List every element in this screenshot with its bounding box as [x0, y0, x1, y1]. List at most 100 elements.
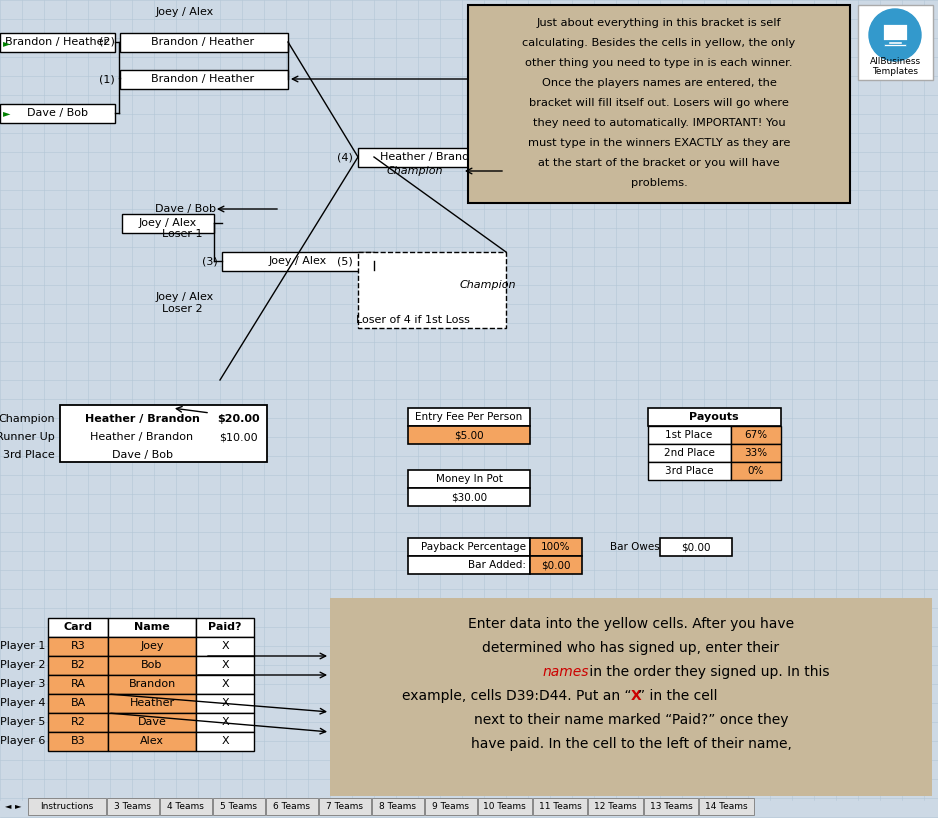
Text: $0.00: $0.00	[541, 560, 570, 570]
Text: in the order they signed up. In this: in the order they signed up. In this	[585, 665, 829, 679]
Text: names: names	[543, 665, 589, 679]
Bar	[408, 426, 530, 444]
Text: next to their name marked “Paid?” once they: next to their name marked “Paid?” once t…	[474, 713, 788, 727]
Bar	[319, 798, 371, 815]
Text: Bar Owes: Bar Owes	[611, 542, 660, 552]
Text: Bob: Bob	[142, 660, 162, 670]
Text: Player 2: Player 2	[0, 660, 45, 670]
Text: 12 Teams: 12 Teams	[595, 802, 637, 811]
Bar	[858, 5, 933, 80]
Text: 1st Place: 1st Place	[665, 430, 713, 440]
Bar	[48, 732, 108, 751]
Bar	[159, 798, 212, 815]
Text: Dave / Bob: Dave / Bob	[155, 204, 216, 214]
Bar	[648, 444, 731, 462]
Text: Heather / Brandon: Heather / Brandon	[381, 152, 484, 162]
Text: R3: R3	[70, 641, 85, 651]
Bar	[122, 214, 214, 233]
Text: ►: ►	[3, 108, 10, 118]
Bar	[48, 618, 108, 637]
Bar	[0, 104, 115, 123]
Bar	[108, 618, 196, 637]
Bar	[648, 462, 731, 480]
Bar	[884, 44, 906, 46]
Bar	[408, 538, 530, 556]
Text: Joey / Alex: Joey / Alex	[156, 7, 214, 17]
Bar	[468, 5, 850, 203]
Bar	[108, 713, 196, 732]
Text: 6 Teams: 6 Teams	[273, 802, 310, 811]
Text: B3: B3	[70, 736, 85, 746]
Text: Money In Pot: Money In Pot	[435, 474, 503, 484]
Text: Payouts: Payouts	[689, 412, 739, 422]
Text: Champion: Champion	[386, 166, 444, 176]
Bar	[533, 798, 587, 815]
Text: Name: Name	[134, 622, 170, 632]
Bar	[425, 798, 477, 815]
Bar	[648, 426, 731, 444]
Bar	[588, 798, 643, 815]
Text: $20.00: $20.00	[217, 414, 259, 424]
Bar	[358, 148, 506, 167]
Text: Payback Percentage: Payback Percentage	[421, 542, 526, 552]
Text: X: X	[221, 717, 229, 727]
Text: ►: ►	[15, 802, 22, 811]
Text: 5 Teams: 5 Teams	[220, 802, 257, 811]
Text: calculating. Besides the cells in yellow, the only: calculating. Besides the cells in yellow…	[522, 38, 795, 48]
Text: Templates: Templates	[872, 68, 918, 77]
Text: 4 Teams: 4 Teams	[167, 802, 204, 811]
Bar	[660, 538, 732, 556]
Text: must type in the winners EXACTLY as they are: must type in the winners EXACTLY as they…	[528, 138, 790, 148]
Text: 2nd Place: 2nd Place	[663, 448, 715, 458]
Text: Heather / Brandon: Heather / Brandon	[84, 414, 200, 424]
Text: Joey: Joey	[141, 641, 164, 651]
Text: they need to automatically. IMPORTANT! You: they need to automatically. IMPORTANT! Y…	[533, 118, 785, 128]
Text: Dave: Dave	[138, 717, 166, 727]
Bar	[108, 694, 196, 713]
Text: 11 Teams: 11 Teams	[538, 802, 582, 811]
Bar	[196, 618, 254, 637]
Text: Champion: Champion	[0, 414, 55, 424]
Text: BA: BA	[70, 698, 85, 708]
Text: Alex: Alex	[140, 736, 164, 746]
Bar	[731, 462, 781, 480]
Bar	[48, 656, 108, 675]
Text: (1): (1)	[99, 74, 115, 84]
Text: bracket will fill itself out. Losers will go where: bracket will fill itself out. Losers wil…	[529, 98, 789, 108]
Text: Brandon / Heather: Brandon / Heather	[6, 37, 109, 47]
Text: B2: B2	[70, 660, 85, 670]
Text: Joey / Alex: Joey / Alex	[269, 256, 327, 266]
Text: Instructions: Instructions	[40, 802, 94, 811]
Text: Loser 2: Loser 2	[161, 304, 203, 314]
Bar	[731, 444, 781, 462]
Text: determined who has signed up, enter their: determined who has signed up, enter thei…	[482, 641, 779, 655]
Text: 9 Teams: 9 Teams	[432, 802, 469, 811]
Text: Player 5: Player 5	[0, 717, 45, 727]
Text: Brandon / Heather: Brandon / Heather	[151, 74, 254, 84]
Text: Heather: Heather	[129, 698, 174, 708]
Text: 14 Teams: 14 Teams	[705, 802, 748, 811]
Bar	[196, 656, 254, 675]
Text: Loser 1: Loser 1	[161, 229, 203, 239]
Text: Just about everything in this bracket is self: Just about everything in this bracket is…	[537, 18, 781, 28]
Text: Once the players names are entered, the: Once the players names are entered, the	[541, 78, 777, 88]
Text: 100%: 100%	[541, 542, 570, 552]
Text: Player 4: Player 4	[0, 698, 45, 708]
Bar	[265, 798, 318, 815]
Bar	[408, 488, 530, 506]
Text: 13 Teams: 13 Teams	[650, 802, 692, 811]
Bar	[48, 637, 108, 656]
Text: $30.00: $30.00	[451, 492, 487, 502]
Bar	[196, 732, 254, 751]
Text: Dave / Bob: Dave / Bob	[112, 450, 173, 460]
Bar	[699, 798, 753, 815]
Bar	[731, 426, 781, 444]
Text: Runner Up: Runner Up	[0, 432, 55, 442]
Bar	[107, 798, 159, 815]
Text: Joey / Alex: Joey / Alex	[156, 292, 214, 302]
Text: R2: R2	[70, 717, 85, 727]
Text: Joey / Alex: Joey / Alex	[139, 218, 197, 228]
Text: Entry Fee Per Person: Entry Fee Per Person	[416, 412, 522, 422]
Bar	[371, 798, 424, 815]
Bar	[882, 23, 908, 41]
